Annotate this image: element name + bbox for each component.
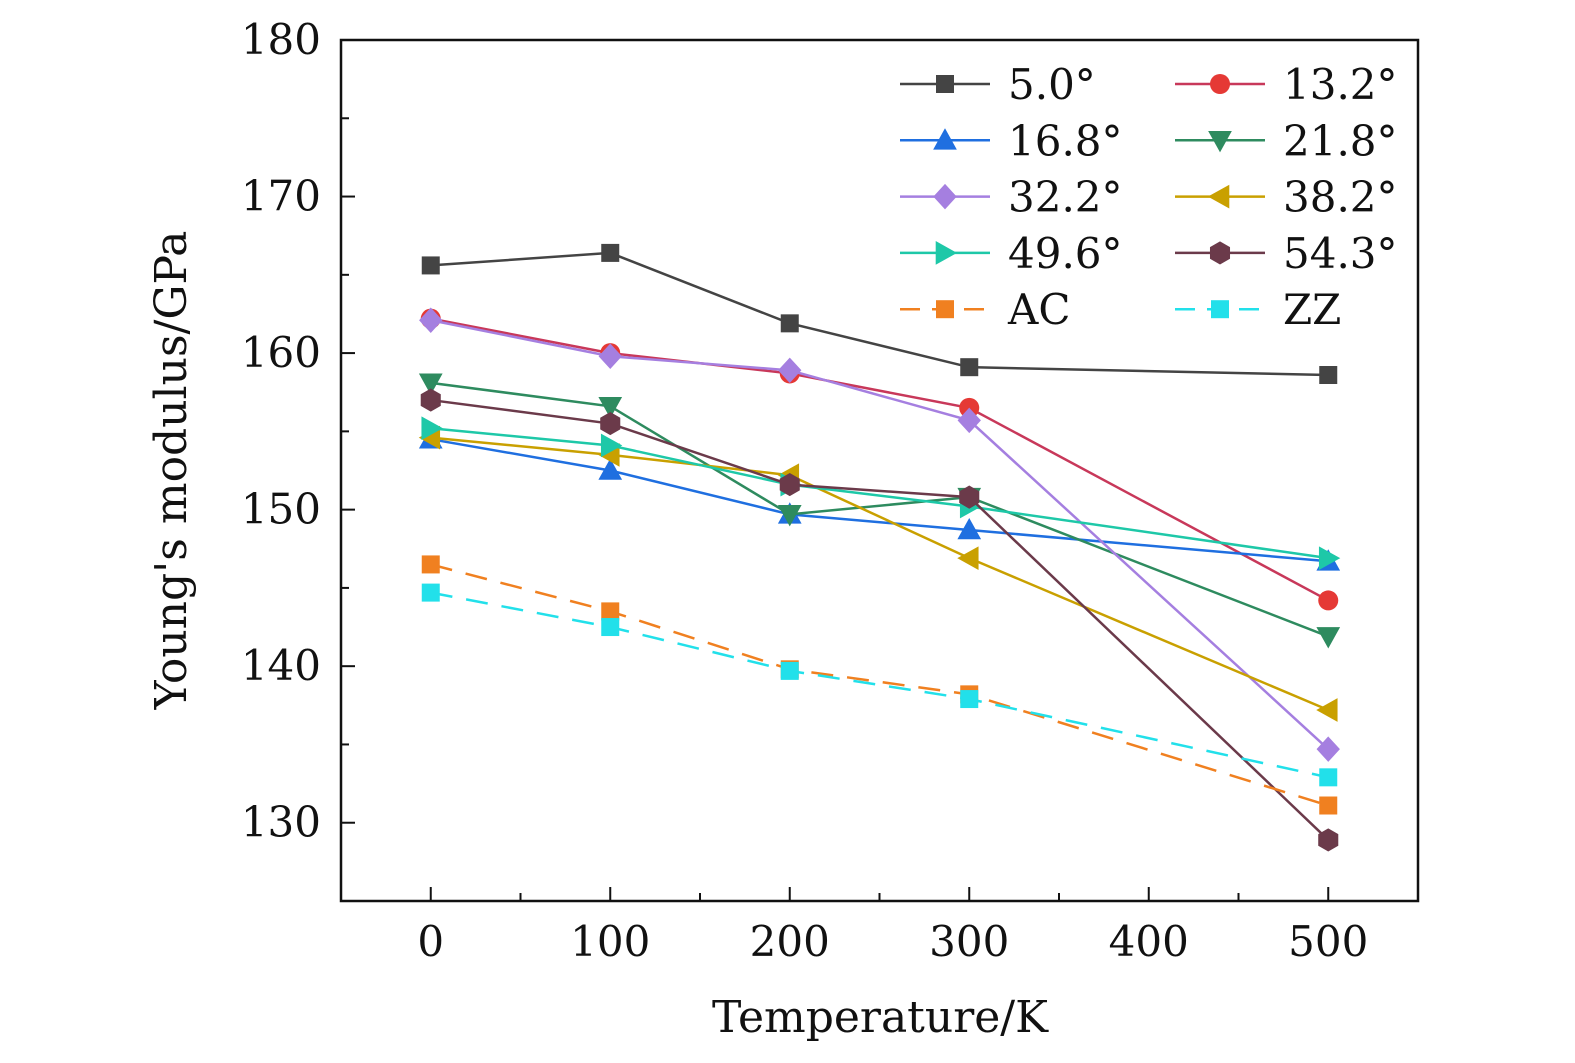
data-point	[420, 388, 441, 412]
series-ZZ	[421, 583, 1338, 787]
data-point	[779, 473, 800, 497]
legend-label: 49.6°	[1008, 229, 1123, 278]
legend-label: ZZ	[1283, 285, 1341, 334]
series-5.0°	[421, 243, 1338, 385]
series-49.6°	[421, 416, 1341, 571]
series-line	[430, 591, 1329, 779]
data-point	[421, 583, 440, 602]
series-line	[430, 436, 1329, 712]
data-point	[936, 75, 954, 93]
x-tick-label: 200	[750, 917, 830, 966]
legend-label: 16.8°	[1008, 116, 1123, 165]
series-AC	[421, 555, 1338, 815]
legend-label: 54.3°	[1283, 229, 1398, 278]
data-point	[1319, 796, 1338, 815]
data-point	[600, 433, 623, 458]
series-line	[430, 426, 1329, 560]
data-point	[1211, 300, 1229, 319]
series-line	[430, 381, 1329, 638]
series-line	[430, 317, 1329, 602]
legend-label: 21.8°	[1283, 116, 1398, 165]
data-point	[598, 458, 623, 480]
data-point	[601, 618, 620, 637]
legend-item: AC	[900, 285, 1070, 334]
data-point	[421, 555, 440, 574]
series-line	[430, 563, 1329, 807]
y-tick-label: 180	[241, 15, 321, 64]
legend-item: 38.2°	[1175, 173, 1398, 222]
data-point	[957, 407, 981, 434]
data-point	[598, 397, 623, 419]
x-tick-label: 400	[1109, 917, 1189, 966]
data-point	[419, 307, 443, 333]
data-point	[598, 343, 622, 369]
data-point	[780, 314, 799, 333]
data-point	[957, 546, 979, 571]
x-axis-label: Temperature/K	[712, 992, 1049, 1043]
legend-item: 13.2°	[1175, 60, 1398, 109]
series-line	[430, 398, 1330, 841]
legend-label: 32.2°	[1008, 173, 1123, 222]
y-tick-label: 140	[241, 641, 321, 690]
data-point	[780, 661, 799, 680]
series-line	[430, 437, 1329, 563]
y-axis-label: Young's modulus/GPa	[146, 231, 197, 711]
legend-item: 32.2°	[900, 173, 1123, 222]
legend-item: ZZ	[1175, 285, 1341, 334]
data-point	[777, 505, 802, 527]
data-point	[936, 300, 954, 319]
legend-item: 5.0°	[900, 60, 1096, 109]
data-point	[1319, 768, 1338, 787]
data-point	[1319, 366, 1338, 385]
data-point	[600, 411, 621, 436]
series-54.3°	[420, 388, 1339, 852]
data-point	[601, 243, 620, 262]
data-point	[1316, 736, 1340, 762]
y-tick-label: 150	[241, 485, 321, 534]
data-point	[421, 256, 440, 275]
data-point	[1208, 131, 1232, 153]
series-32.2°	[419, 307, 1340, 762]
series-13.2°	[420, 308, 1339, 611]
legend-label: 38.2°	[1283, 173, 1398, 222]
legend-item: 49.6°	[900, 229, 1123, 278]
data-point	[957, 517, 982, 540]
legend-item: 21.8°	[1175, 116, 1398, 165]
data-point	[1207, 184, 1230, 209]
legend-item: 16.8°	[900, 116, 1123, 165]
data-point	[959, 485, 980, 509]
x-tick-label: 300	[929, 917, 1009, 966]
data-point	[418, 373, 443, 395]
data-point	[960, 690, 979, 709]
series-line	[430, 318, 1330, 751]
y-tick-label: 170	[241, 172, 321, 221]
data-point	[1316, 698, 1338, 722]
data-point	[933, 128, 957, 150]
data-point	[1318, 828, 1339, 852]
series-21.8°	[418, 373, 1341, 649]
series-38.2°	[418, 425, 1338, 722]
x-tick-label: 100	[570, 917, 650, 966]
data-point	[1318, 590, 1339, 611]
data-point	[601, 602, 620, 621]
series-line	[430, 251, 1329, 377]
data-point	[421, 416, 443, 441]
data-point	[778, 357, 802, 384]
legend-label: 13.2°	[1283, 60, 1398, 109]
data-point	[1318, 546, 1341, 571]
data-point	[1210, 74, 1230, 94]
legend-label: 5.0°	[1008, 60, 1096, 109]
legend-item: 54.3°	[1175, 229, 1398, 278]
x-tick-label: 0	[417, 917, 444, 966]
data-point	[960, 358, 979, 377]
y-tick-label: 130	[241, 798, 321, 847]
x-tick-label: 500	[1288, 917, 1368, 966]
data-point	[1316, 627, 1341, 649]
legend-label: AC	[1007, 285, 1070, 334]
y-tick-label: 160	[241, 328, 321, 377]
data-point	[933, 183, 957, 210]
data-point	[1209, 241, 1231, 265]
data-point	[935, 241, 958, 265]
